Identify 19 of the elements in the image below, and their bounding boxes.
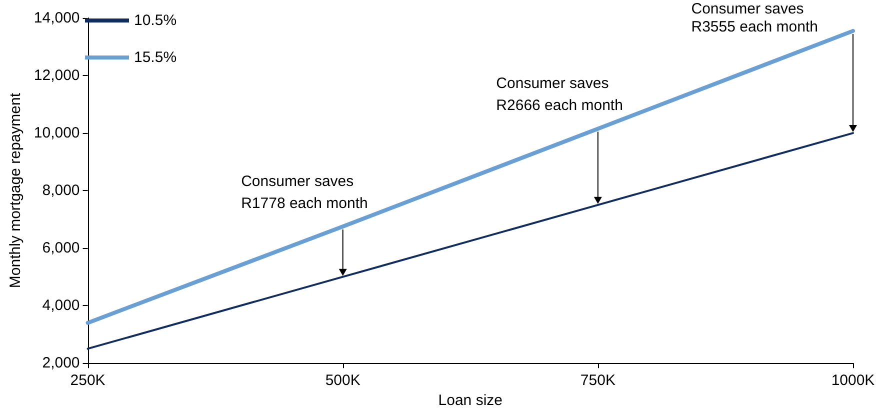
x-tick-label: 250K [70, 372, 106, 390]
legend-label: 15.5% [134, 49, 177, 66]
y-axis-title: Monthly mortgage repayment [7, 92, 24, 288]
x-axis-title: Loan size [438, 392, 502, 409]
annotation: Consumer saves R3555 each month [691, 0, 818, 36]
x-tick-label: 1000K [831, 372, 875, 390]
x-tick-label: 500K [325, 372, 360, 390]
x-tick-label: 750K [580, 372, 616, 390]
y-tick-label: 8,000 [42, 182, 80, 200]
y-tick-label: 6,000 [42, 240, 80, 257]
y-tick-label: 10,000 [34, 124, 80, 142]
annotation: Consumer saves R2666 each month [496, 75, 623, 114]
y-tick-label: 2,000 [42, 354, 80, 372]
annotation: Consumer saves R1778 each month [241, 173, 368, 212]
y-tick-label: 4,000 [42, 297, 80, 314]
y-tick-label: 12,000 [34, 67, 80, 84]
line-series [86, 132, 854, 350]
y-tick-label: 14,000 [34, 10, 80, 26]
legend-label: 10.5% [134, 12, 177, 29]
